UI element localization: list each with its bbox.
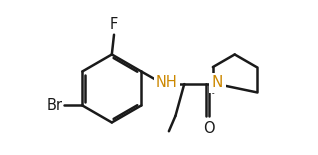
Text: N: N: [211, 75, 223, 91]
Text: F: F: [110, 17, 118, 32]
Text: NH: NH: [156, 75, 177, 91]
Text: Br: Br: [47, 98, 63, 113]
Text: O: O: [203, 121, 214, 136]
